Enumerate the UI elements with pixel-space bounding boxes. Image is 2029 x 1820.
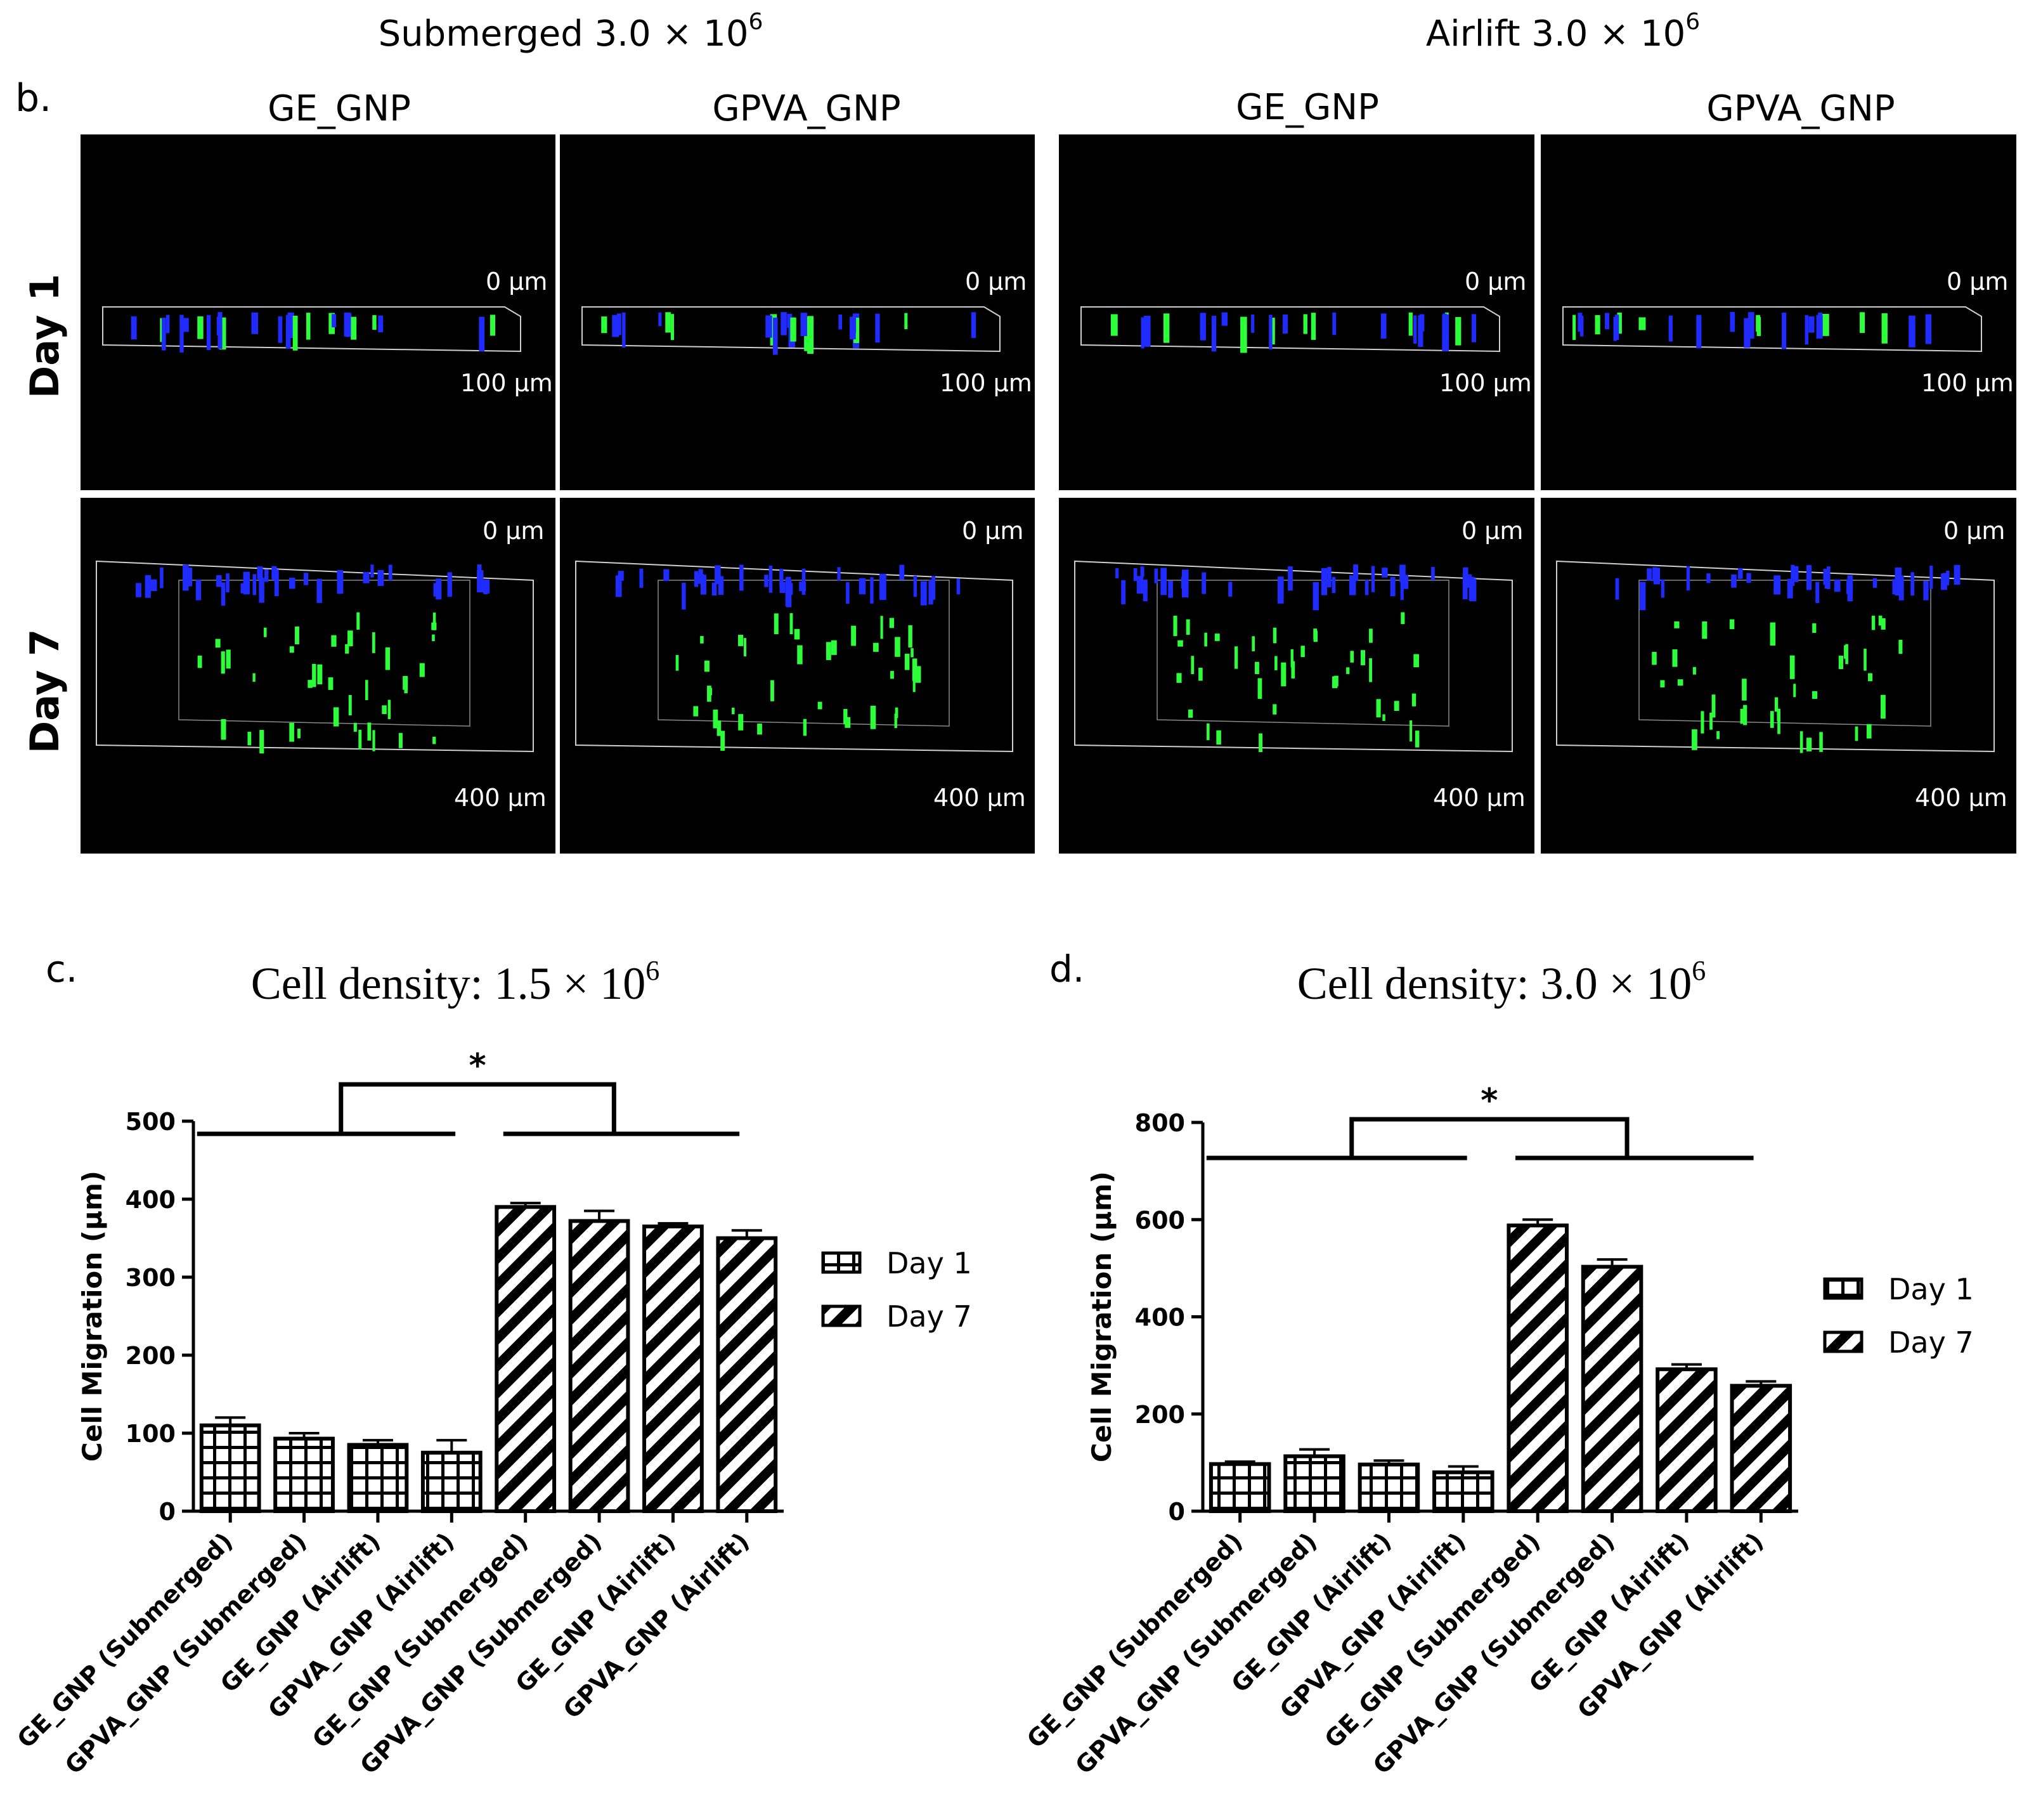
- depth-bottom-label: 100 µm: [460, 369, 553, 397]
- column-header-3: GE_GNP: [1236, 87, 1379, 128]
- panel-b: b. Submerged 3.0 × 106 Airlift 3.0 × 106…: [15, 9, 2016, 854]
- chart-d-bar-4: [1432, 1470, 1494, 1513]
- depth-top-label: 0 µm: [483, 517, 544, 545]
- row-label-day7: Day 7: [22, 629, 68, 754]
- chart-c-bar-5: [495, 1205, 557, 1514]
- chart-c-bar-2: [273, 1436, 335, 1514]
- chart-c-significance-star: *: [469, 1047, 486, 1085]
- chart-c-title-sup: 6: [645, 955, 659, 986]
- depth-top-label: 0 µm: [1947, 268, 2008, 296]
- micro-tile-r2-c3: 0 µm 400 µm: [1059, 498, 1534, 854]
- chart-c-y-tick-label: 200: [126, 1342, 176, 1370]
- micro-tile-r2-c1: 0 µm 400 µm: [81, 498, 555, 854]
- panel-b-label: b.: [15, 76, 51, 120]
- chart-d-y-tick-label: 400: [1135, 1304, 1185, 1332]
- chart-c-bar-6: [568, 1219, 630, 1513]
- depth-top-label: 0 µm: [965, 268, 1027, 296]
- chart-d-bar-1: [1209, 1462, 1271, 1514]
- group-header-airlift-sup: 6: [1685, 9, 1700, 35]
- chart-c-y-tick-label: 300: [126, 1264, 176, 1292]
- chart-c-y-axis-label: Cell Migration (µm): [77, 1171, 108, 1462]
- chart-c-bar-4: [420, 1450, 483, 1513]
- chart-c-y-tick-label: 0: [159, 1498, 176, 1526]
- depth-bottom-label: 100 µm: [1921, 369, 2014, 397]
- chart-c-y-tick-label: 500: [126, 1108, 176, 1136]
- panel-d-label: d.: [1049, 947, 1084, 991]
- depth-bottom-label: 400 µm: [454, 784, 547, 812]
- chart-c-y-tick-label: 100: [126, 1420, 176, 1448]
- panel-c: c. Cell density: 1.5 × 106 0 100 200 300 400…: [12, 947, 972, 1779]
- chart-c-bar-8: [716, 1236, 778, 1513]
- chart-c-legend-swatch-2: [821, 1304, 862, 1327]
- chart-d-bar-3: [1358, 1462, 1420, 1513]
- depth-top-label: 0 µm: [486, 268, 547, 296]
- chart-c-bar-3: [347, 1443, 409, 1513]
- chart-d-bar-8: [1730, 1384, 1792, 1514]
- chart-d-y-tick-label: 0: [1169, 1498, 1185, 1526]
- chart-c-title-text: Cell density: 1.5 × 10: [251, 958, 646, 1009]
- chart-d-legend-label-1: Day 1: [1888, 1272, 1974, 1306]
- chart-d-y-axis-label: Cell Migration (µm): [1086, 1171, 1117, 1462]
- chart-d-bar-6: [1581, 1264, 1643, 1514]
- chart-d-significance-star: *: [1481, 1082, 1498, 1120]
- depth-top-label: 0 µm: [1943, 517, 2005, 545]
- chart-d-legend-swatch-1: [1823, 1277, 1864, 1300]
- depth-top-label: 0 µm: [1462, 517, 1523, 545]
- chart-d-bar-7: [1656, 1367, 1718, 1513]
- chart-c-bar-7: [642, 1225, 704, 1514]
- group-header-submerged-text: Submerged 3.0 × 10: [379, 13, 749, 55]
- micro-tile-r1-c2: 0 µm 100 µm: [560, 134, 1035, 490]
- chart-c-title: Cell density: 1.5 × 106: [251, 955, 660, 1009]
- chart-d-title-sup: 6: [1692, 955, 1706, 986]
- chart-d-y-tick-label: 800: [1135, 1109, 1185, 1137]
- depth-bottom-label: 100 µm: [1439, 369, 1532, 397]
- microscopy-grid: 0 µm 100 µm 0 µm 100 µm 0 µm 100 µm 0 µm 100 µm…: [81, 134, 2016, 854]
- micro-tile-r1-c3: 0 µm 100 µm: [1059, 134, 1534, 490]
- chart-d-title: Cell density: 3.0 × 106: [1297, 955, 1706, 1009]
- chart-c-y-tick-label: 400: [126, 1186, 176, 1214]
- column-header-1: GE_GNP: [268, 88, 411, 129]
- group-header-airlift-text: Airlift 3.0 × 10: [1426, 13, 1685, 55]
- chart-d-legend-swatch-2: [1823, 1330, 1864, 1353]
- depth-bottom-label: 400 µm: [1433, 784, 1526, 812]
- chart-c-legend-label-1: Day 1: [886, 1246, 972, 1280]
- depth-bottom-label: 400 µm: [1915, 784, 2007, 812]
- chart-d-y-tick-label: 600: [1135, 1206, 1185, 1234]
- panel-d: d. Cell density: 3.0 × 106 0 200 400 600 800…: [1021, 947, 1974, 1779]
- micro-tile-r2-c4: 0 µm 400 µm: [1541, 498, 2016, 854]
- micro-tile-r1-c1: 0 µm 100 µm: [81, 134, 555, 490]
- chart-d-legend-label-2: Day 7: [1888, 1325, 1974, 1360]
- row-label-day1: Day 1: [22, 274, 68, 399]
- column-header-4: GPVA_GNP: [1706, 88, 1895, 129]
- chart-c-legend-label-2: Day 7: [886, 1299, 972, 1334]
- group-header-airlift: Airlift 3.0 × 106: [1426, 9, 1700, 55]
- chart-d-significance-bracket: [1349, 1117, 1630, 1158]
- group-header-submerged-sup: 6: [748, 9, 763, 35]
- depth-top-label: 0 µm: [1465, 268, 1526, 296]
- depth-bottom-label: 400 µm: [933, 784, 1026, 812]
- chart-d-bar-2: [1283, 1454, 1345, 1514]
- chart-c-legend-swatch-1: [821, 1251, 862, 1274]
- group-header-submerged: Submerged 3.0 × 106: [379, 9, 763, 55]
- chart-c-significance-bracket: [339, 1082, 616, 1134]
- chart-d-y-tick-label: 200: [1135, 1401, 1185, 1429]
- chart-c-bar-1: [199, 1423, 261, 1513]
- chart-d-title-text: Cell density: 3.0 × 10: [1297, 958, 1692, 1009]
- micro-tile-r1-c4: 0 µm 100 µm: [1541, 134, 2016, 490]
- panel-c-label: c.: [46, 947, 77, 991]
- column-header-2: GPVA_GNP: [712, 88, 900, 129]
- micro-tile-r2-c2: 0 µm 400 µm: [560, 498, 1035, 854]
- chart-d-bar-5: [1507, 1223, 1569, 1513]
- depth-top-label: 0 µm: [962, 517, 1023, 545]
- depth-bottom-label: 100 µm: [940, 369, 1032, 397]
